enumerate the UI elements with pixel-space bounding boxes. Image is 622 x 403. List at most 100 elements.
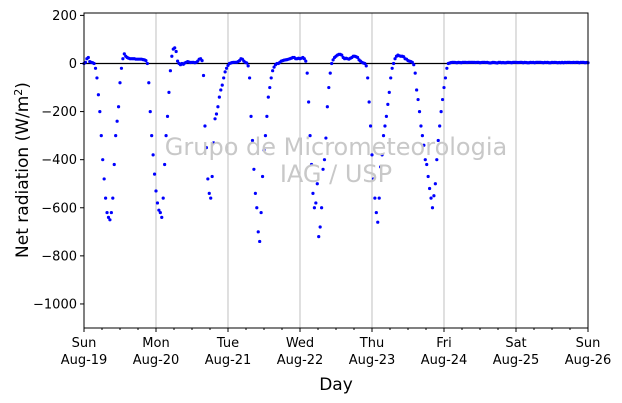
data-point bbox=[380, 153, 384, 157]
data-point bbox=[83, 60, 88, 64]
data-point bbox=[389, 76, 393, 80]
data-point bbox=[219, 88, 223, 92]
data-point bbox=[307, 100, 311, 104]
data-point bbox=[433, 182, 437, 186]
data-point bbox=[167, 90, 171, 94]
data-point bbox=[412, 63, 416, 67]
y-axis-title-superscript: 2 bbox=[12, 89, 25, 96]
data-point bbox=[200, 59, 204, 63]
y-tick-label: −400 bbox=[41, 153, 77, 168]
data-point bbox=[370, 153, 374, 157]
data-point bbox=[93, 66, 98, 70]
x-tick-label-day: Fri bbox=[436, 336, 452, 351]
data-point bbox=[256, 230, 260, 234]
data-point bbox=[305, 71, 309, 75]
data-point bbox=[366, 76, 370, 80]
data-points bbox=[82, 46, 590, 244]
data-point bbox=[150, 134, 154, 138]
watermark: Grupo de Micrometeorologia IAG / USP bbox=[165, 133, 507, 188]
data-point bbox=[439, 109, 443, 114]
data-point bbox=[322, 158, 327, 162]
data-point bbox=[438, 124, 442, 128]
data-point bbox=[422, 143, 426, 147]
data-point bbox=[318, 225, 322, 229]
y-tick-label: −800 bbox=[41, 249, 77, 264]
data-point bbox=[363, 61, 367, 66]
data-point bbox=[118, 81, 122, 85]
data-point bbox=[212, 141, 216, 145]
data-point bbox=[152, 172, 157, 176]
data-point bbox=[253, 191, 257, 195]
data-point bbox=[272, 65, 276, 69]
data-point bbox=[92, 61, 96, 66]
data-point bbox=[104, 196, 108, 200]
data-point bbox=[86, 55, 90, 60]
x-tick-label-date: Aug-20 bbox=[133, 353, 180, 368]
data-point bbox=[312, 206, 316, 210]
data-point bbox=[154, 189, 158, 193]
data-point bbox=[258, 239, 262, 244]
data-point bbox=[321, 167, 325, 171]
data-point bbox=[420, 134, 424, 138]
data-point bbox=[415, 88, 419, 92]
data-point bbox=[263, 134, 268, 138]
data-point bbox=[445, 66, 449, 70]
data-point bbox=[373, 196, 377, 200]
data-point bbox=[436, 138, 440, 143]
x-axis-ticks: Sun Aug-19 Mon Aug-20 Tue Aug-21 Wed Aug-22 Thu A… bbox=[61, 328, 612, 368]
data-point bbox=[443, 76, 448, 80]
data-point bbox=[155, 201, 160, 205]
data-point bbox=[249, 114, 253, 118]
x-tick-label-day: Mon bbox=[142, 336, 169, 351]
data-point bbox=[210, 174, 214, 179]
data-point bbox=[158, 210, 162, 215]
x-tick-label-day: Sun bbox=[72, 336, 97, 351]
data-point bbox=[266, 95, 270, 99]
data-point bbox=[116, 105, 121, 109]
data-point bbox=[168, 69, 172, 73]
data-point bbox=[262, 148, 266, 152]
data-point bbox=[377, 196, 381, 200]
x-tick-label-date: Aug-26 bbox=[565, 353, 612, 368]
data-point bbox=[260, 174, 265, 179]
data-point bbox=[381, 134, 386, 138]
x-tick-label-day: Wed bbox=[286, 336, 314, 351]
data-point bbox=[157, 208, 161, 212]
data-point bbox=[164, 134, 168, 138]
x-tick-label-day: Sat bbox=[505, 336, 526, 351]
data-point bbox=[121, 57, 125, 61]
x-tick-label-day: Tue bbox=[216, 336, 239, 351]
data-point bbox=[384, 114, 388, 118]
data-point bbox=[429, 196, 433, 200]
data-point bbox=[317, 235, 321, 239]
data-point bbox=[265, 114, 269, 118]
data-point bbox=[327, 85, 331, 90]
data-point bbox=[106, 215, 111, 219]
data-point bbox=[413, 71, 417, 75]
data-point bbox=[170, 54, 174, 58]
data-point bbox=[331, 58, 335, 62]
data-point bbox=[122, 52, 126, 56]
data-point bbox=[311, 191, 315, 195]
data-point bbox=[250, 138, 255, 143]
data-point bbox=[173, 46, 177, 50]
data-point bbox=[435, 158, 439, 162]
data-point bbox=[269, 76, 273, 80]
data-point bbox=[165, 114, 170, 118]
data-point bbox=[393, 57, 397, 61]
data-point bbox=[325, 105, 329, 109]
data-point bbox=[160, 215, 164, 219]
data-point bbox=[216, 105, 220, 109]
y-axis-title-main: Net radiation (W/m bbox=[13, 96, 33, 258]
data-point bbox=[98, 109, 102, 114]
data-point bbox=[383, 124, 387, 128]
data-point bbox=[144, 59, 148, 63]
data-point bbox=[315, 182, 319, 186]
data-point bbox=[201, 73, 206, 78]
data-point bbox=[101, 158, 105, 162]
data-point bbox=[268, 85, 272, 90]
data-point bbox=[95, 76, 99, 80]
data-point bbox=[246, 64, 250, 68]
data-point bbox=[109, 210, 113, 215]
